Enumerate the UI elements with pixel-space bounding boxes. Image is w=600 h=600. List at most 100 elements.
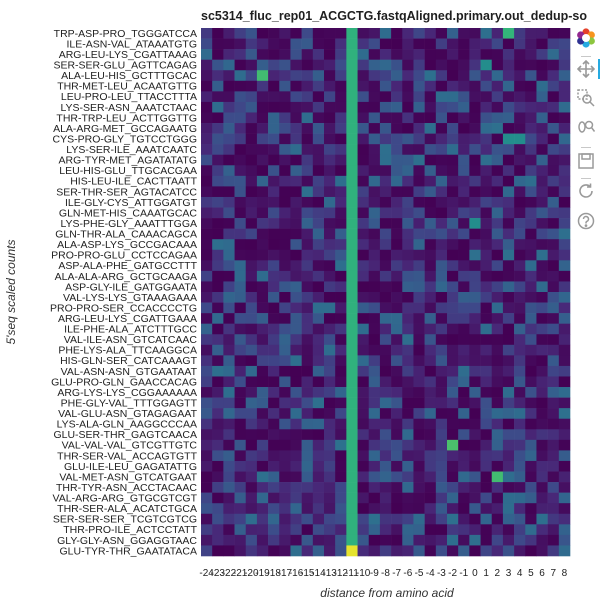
heatmap-cell[interactable]	[424, 186, 437, 198]
heatmap-cell[interactable]	[357, 144, 370, 156]
heatmap-cell[interactable]	[514, 376, 526, 388]
heatmap-cell[interactable]	[547, 545, 560, 557]
heatmap-cell[interactable]	[424, 228, 437, 240]
heatmap-cell[interactable]	[368, 376, 381, 388]
heatmap-cell[interactable]	[536, 260, 548, 272]
heatmap-cell[interactable]	[368, 365, 381, 377]
heatmap-cell[interactable]	[413, 323, 425, 335]
heatmap-cell[interactable]	[301, 429, 314, 441]
heatmap-cell[interactable]	[491, 144, 504, 156]
heatmap-cell[interactable]	[435, 144, 448, 156]
heatmap-cell[interactable]	[268, 460, 280, 472]
heatmap-cell[interactable]	[547, 334, 560, 346]
heatmap-cell[interactable]	[301, 144, 314, 156]
heatmap-cell[interactable]	[547, 492, 560, 504]
heatmap-cell[interactable]	[480, 59, 493, 71]
heatmap-cell[interactable]	[223, 175, 235, 187]
heatmap-cell[interactable]	[279, 376, 291, 388]
heatmap-cell[interactable]	[435, 524, 448, 536]
heatmap-cell[interactable]	[447, 239, 459, 251]
heatmap-cell[interactable]	[256, 144, 269, 156]
heatmap-cell[interactable]	[234, 302, 247, 314]
heatmap-cell[interactable]	[234, 460, 247, 472]
heatmap-cell[interactable]	[245, 123, 258, 134]
heatmap-cell[interactable]	[536, 376, 548, 388]
heatmap-cell[interactable]	[514, 154, 526, 166]
heatmap-cell[interactable]	[357, 28, 370, 39]
heatmap-cell[interactable]	[368, 503, 381, 515]
heatmap-cell[interactable]	[346, 460, 358, 472]
heatmap-cell[interactable]	[469, 524, 481, 536]
heatmap-cell[interactable]	[357, 344, 370, 356]
heatmap-cell[interactable]	[525, 471, 537, 483]
heatmap-cell[interactable]	[223, 450, 235, 462]
heatmap-cell[interactable]	[324, 123, 336, 134]
heatmap-cell[interactable]	[480, 408, 493, 420]
heatmap-cell[interactable]	[558, 175, 571, 187]
heatmap-cell[interactable]	[335, 260, 347, 272]
heatmap-cell[interactable]	[502, 355, 515, 367]
heatmap-cell[interactable]	[268, 70, 280, 82]
heatmap-cell[interactable]	[346, 165, 358, 177]
heatmap-cell[interactable]	[514, 70, 526, 82]
heatmap-cell[interactable]	[536, 492, 548, 504]
heatmap-cell[interactable]	[312, 439, 325, 451]
heatmap-cell[interactable]	[402, 91, 414, 103]
heatmap-cell[interactable]	[268, 323, 280, 335]
heatmap-cell[interactable]	[391, 471, 403, 483]
heatmap-cell[interactable]	[301, 439, 314, 451]
heatmap-cell[interactable]	[502, 228, 515, 240]
heatmap-cell[interactable]	[547, 344, 560, 356]
heatmap-cell[interactable]	[290, 80, 302, 92]
heatmap-cell[interactable]	[335, 524, 347, 536]
heatmap-cell[interactable]	[491, 334, 504, 346]
heatmap-cell[interactable]	[245, 482, 258, 493]
heatmap-cell[interactable]	[290, 175, 302, 187]
heatmap-cell[interactable]	[447, 70, 459, 82]
heatmap-cell[interactable]	[402, 165, 414, 177]
heatmap-cell[interactable]	[301, 228, 314, 240]
heatmap-cell[interactable]	[536, 165, 548, 177]
heatmap-cell[interactable]	[536, 28, 548, 39]
heatmap-cell[interactable]	[502, 186, 515, 198]
heatmap-cell[interactable]	[391, 482, 403, 493]
heatmap-cell[interactable]	[458, 38, 470, 50]
heatmap-cell[interactable]	[301, 133, 314, 145]
heatmap-cell[interactable]	[469, 281, 481, 293]
heatmap-cell[interactable]	[324, 260, 336, 272]
heatmap-cell[interactable]	[480, 123, 493, 134]
heatmap-cell[interactable]	[413, 313, 425, 324]
heatmap-cell[interactable]	[469, 387, 481, 398]
heatmap-cell[interactable]	[402, 344, 414, 356]
heatmap-cell[interactable]	[223, 59, 235, 71]
heatmap-cell[interactable]	[514, 228, 526, 240]
heatmap-cell[interactable]	[558, 218, 571, 229]
heatmap-cell[interactable]	[379, 344, 392, 356]
heatmap-cell[interactable]	[458, 112, 470, 124]
heatmap-cell[interactable]	[469, 270, 481, 282]
heatmap-cell[interactable]	[312, 344, 325, 356]
heatmap-cell[interactable]	[480, 281, 493, 293]
heatmap-cell[interactable]	[312, 482, 325, 493]
heatmap-cell[interactable]	[212, 492, 224, 504]
heatmap-cell[interactable]	[312, 101, 325, 113]
heatmap-cell[interactable]	[201, 249, 213, 261]
heatmap-cell[interactable]	[234, 418, 247, 430]
heatmap-cell[interactable]	[435, 397, 448, 409]
heatmap-cell[interactable]	[223, 260, 235, 272]
heatmap-cell[interactable]	[424, 365, 437, 377]
heatmap-cell[interactable]	[368, 70, 381, 82]
heatmap-cell[interactable]	[491, 408, 504, 420]
heatmap-cell[interactable]	[424, 460, 437, 472]
heatmap-cell[interactable]	[268, 112, 280, 124]
heatmap-cell[interactable]	[335, 439, 347, 451]
heatmap-cell[interactable]	[368, 144, 381, 156]
heatmap-cell[interactable]	[413, 59, 425, 71]
heatmap-cell[interactable]	[357, 101, 370, 113]
heatmap-cell[interactable]	[458, 249, 470, 261]
heatmap-cell[interactable]	[290, 334, 302, 346]
heatmap-cell[interactable]	[268, 281, 280, 293]
heatmap-cell[interactable]	[391, 408, 403, 420]
heatmap-cell[interactable]	[458, 524, 470, 536]
heatmap-cell[interactable]	[480, 471, 493, 483]
